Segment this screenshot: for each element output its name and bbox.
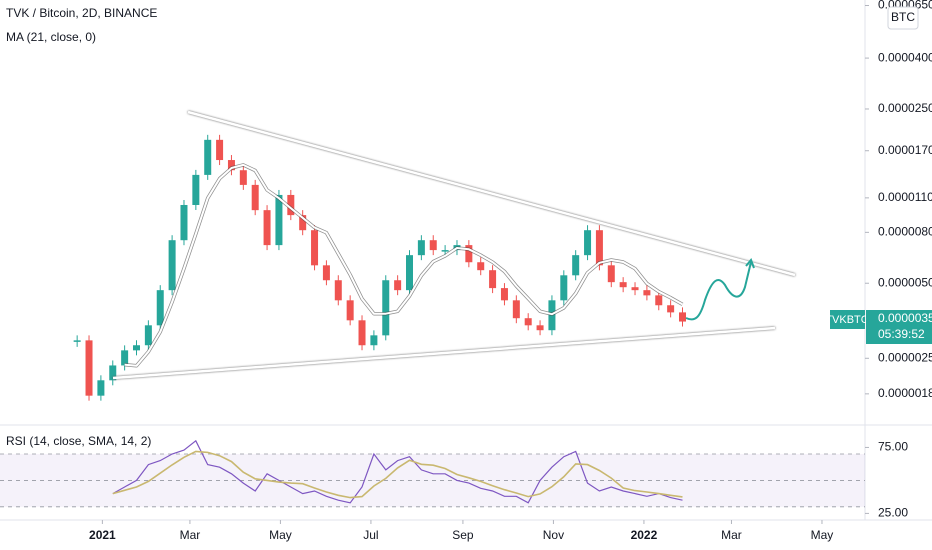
- time-tick-label: Mar: [721, 528, 742, 542]
- symbol-badge: [830, 310, 865, 329]
- candle-body: [655, 295, 663, 306]
- currency-label: BTC: [891, 10, 915, 24]
- time-tick-label: May: [811, 528, 834, 542]
- time-tick-label: 2022: [631, 528, 658, 542]
- ma-line: [124, 163, 683, 367]
- candle-body: [204, 139, 212, 175]
- candle-body: [370, 335, 378, 346]
- candle-body: [406, 255, 414, 291]
- candle-body: [227, 160, 235, 171]
- time-tick-label: Mar: [180, 528, 201, 542]
- candle-body: [73, 340, 81, 342]
- countdown: 05:39:52: [878, 327, 925, 341]
- candle-body: [679, 312, 687, 322]
- candle-body: [239, 170, 247, 185]
- candle-body: [465, 245, 473, 263]
- candle-body: [512, 300, 520, 319]
- candle-body: [536, 325, 544, 331]
- candle-body: [441, 250, 449, 252]
- candle-body: [299, 215, 307, 231]
- candle-body: [631, 287, 639, 291]
- candle-body: [263, 210, 271, 246]
- candle-body: [477, 262, 485, 271]
- rsi-tick-label: 75.00: [878, 440, 908, 454]
- candle-body: [394, 280, 402, 291]
- rsi-line: [112, 439, 683, 504]
- candle-body: [334, 280, 342, 301]
- time-tick-label: Sep: [452, 528, 474, 542]
- candle-body: [560, 275, 568, 301]
- candle-body: [97, 380, 105, 396]
- price-pane: [0, 134, 865, 508]
- last-price: 0.00000351: [878, 311, 932, 325]
- candle-body: [595, 230, 603, 266]
- candle-body: [619, 282, 627, 288]
- lower-trendline: [112, 326, 776, 380]
- currency-badge[interactable]: [887, 6, 919, 30]
- chart-title: TVK / Bitcoin, 2D, BINANCE: [6, 6, 157, 20]
- candle-body: [358, 320, 366, 346]
- candle-body: [216, 139, 224, 161]
- candle-body: [322, 265, 330, 281]
- candle-body: [180, 204, 188, 241]
- candle-body: [168, 240, 176, 291]
- candle-body: [287, 194, 295, 216]
- price-tick-label: 0.00000180: [878, 386, 932, 400]
- symbol-label: TVKBTC: [825, 314, 868, 326]
- candle-body: [251, 184, 259, 211]
- candle-body: [417, 240, 425, 256]
- candle-body: [500, 288, 508, 301]
- candle-body: [156, 290, 164, 326]
- candle-body: [346, 300, 354, 321]
- candle-body: [144, 325, 152, 346]
- candle-body: [429, 240, 437, 251]
- time-tick-label: May: [269, 528, 292, 542]
- candle-body: [311, 230, 319, 266]
- candle-body: [524, 318, 532, 326]
- candle-body: [382, 280, 390, 336]
- candle-body: [489, 270, 497, 289]
- candle-body: [607, 265, 615, 283]
- candle-body: [192, 174, 200, 205]
- candle-body: [85, 340, 93, 396]
- upper-trendline: [187, 110, 796, 277]
- rsi-sma-line: [112, 450, 683, 499]
- forecast-path: [685, 261, 752, 321]
- candle-body: [133, 345, 141, 351]
- rsi-label: RSI (14, close, SMA, 14, 2): [6, 434, 151, 448]
- candle-body: [572, 255, 580, 276]
- time-tick-label: Jul: [363, 528, 378, 542]
- time-tick-label: 2021: [89, 528, 116, 542]
- candle-body: [643, 290, 651, 296]
- candle-body: [121, 350, 129, 366]
- candle-body: [275, 194, 283, 246]
- ma-label: MA (21, close, 0): [6, 30, 96, 44]
- rsi-tick-label: 25.00: [878, 506, 908, 520]
- price-badge: [866, 310, 932, 344]
- candle-body: [667, 305, 675, 313]
- forecast-arrow: [745, 258, 755, 269]
- time-tick-label: Nov: [543, 528, 564, 542]
- candle-body: [109, 365, 117, 381]
- candle-body: [584, 230, 592, 256]
